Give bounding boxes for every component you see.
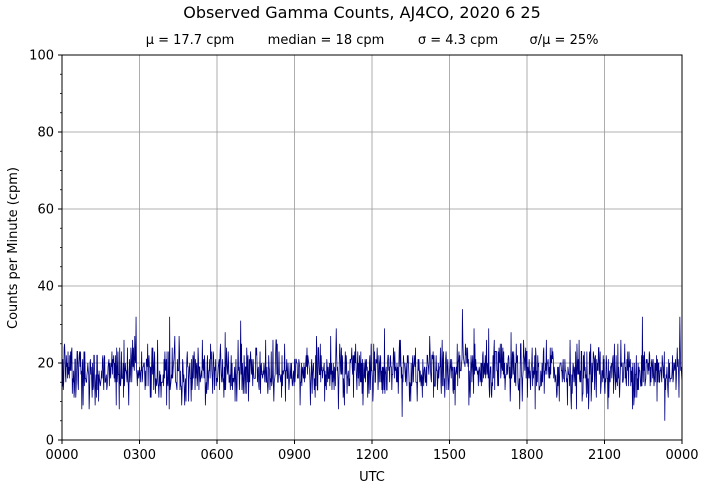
series-line-gamma-counts [62,309,683,421]
x-tick-label: 0000 [45,448,78,463]
x-tick-label: 1800 [510,448,543,463]
y-tick-label: 20 [37,357,54,372]
stat-sigma-over-mu: σ/μ = 25% [530,33,599,48]
chart-title: Observed Gamma Counts, AJ4CO, 2020 6 25 [183,3,541,22]
x-axis-label: UTC [359,470,385,485]
x-tick-label: 1200 [355,448,388,463]
x-tick-label: 1500 [433,448,466,463]
y-tick-label: 80 [37,126,54,141]
y-axis-label: Counts per Minute (cpm) [6,167,21,329]
y-tick-label: 100 [29,49,54,64]
y-tick-label: 60 [37,203,54,218]
x-tick-label: 0600 [200,448,233,463]
x-tick-label: 0000 [665,448,698,463]
y-tick-label: 0 [46,434,54,449]
stat-sigma: σ = 4.3 cpm [418,33,498,48]
x-tick-label: 2100 [588,448,621,463]
stat-median: median = 18 cpm [268,33,385,48]
stat-mean: μ = 17.7 cpm [146,33,235,48]
x-axis: 0000 0300 0600 0900 1200 1500 1800 2100 0000 [45,440,699,463]
y-tick-label: 40 [37,280,54,295]
y-axis: 0 20 40 60 80 100 [29,49,62,449]
x-tick-label: 0300 [123,448,156,463]
grid-lines [62,55,682,440]
x-tick-label: 0900 [278,448,311,463]
series-layer [62,309,683,421]
